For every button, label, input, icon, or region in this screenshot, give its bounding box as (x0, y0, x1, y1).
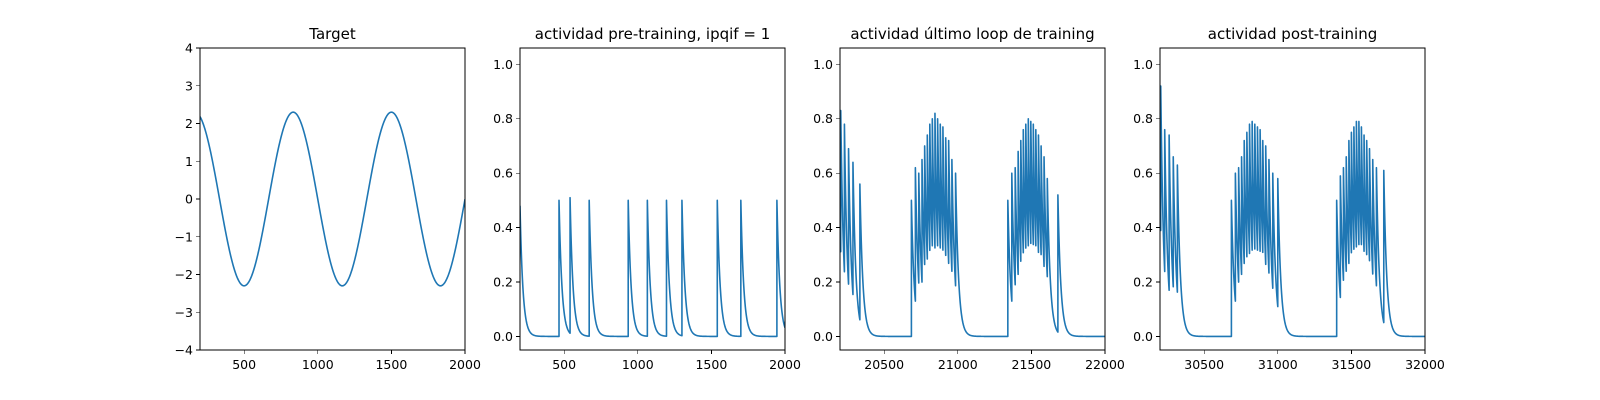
y-tick-label: −3 (175, 305, 193, 320)
chart-panel-last-training-loop: 20500 21000 21500 22000 0.0 0.2 0.4 0.6 0.8 1.0 ac… (813, 25, 1125, 372)
series-line-post-training-0 (1160, 85, 1425, 338)
y-tick-label: 1.0 (493, 57, 513, 72)
y-tick-label: 1.0 (813, 57, 833, 72)
y-tick-label: 0.0 (813, 329, 833, 344)
series-line-target-0 (200, 111, 465, 287)
axes-frame (519, 47, 786, 351)
y-tick-label: 4 (185, 41, 193, 56)
axes-frame (839, 47, 1106, 351)
y-tick-label: 0.0 (1133, 329, 1153, 344)
y-tick-label: 0.4 (1133, 220, 1153, 235)
x-tick-label: 21500 (1012, 357, 1052, 372)
x-tick-label: 31500 (1332, 357, 1372, 372)
chart-title: actividad último loop de training (850, 25, 1094, 43)
y-tick-label: 0.2 (1133, 274, 1153, 289)
y-tick-label: 0.4 (813, 220, 833, 235)
y-tick-label: −1 (175, 229, 193, 244)
chart-title: actividad post-training (1208, 25, 1377, 43)
x-tick-label: 1500 (375, 357, 407, 372)
chart-title: actividad pre-training, ipqif = 1 (535, 25, 771, 43)
y-tick-label: 0.4 (493, 220, 513, 235)
y-tick-label: −4 (175, 343, 193, 358)
x-tick-label: 31000 (1258, 357, 1298, 372)
x-tick-label: 500 (552, 357, 576, 372)
x-tick-label: 2000 (449, 357, 481, 372)
chart-panel-target: 500 1000 1500 2000 −4 −3 −2 −1 0 1 2 3 4 Target (175, 25, 481, 372)
chart-panel-post-training: 30500 31000 31500 32000 0.0 0.2 0.4 0.6 0.8 1.0 ac… (1133, 25, 1445, 372)
y-tick-label: 1 (185, 154, 193, 169)
y-tick-label: 3 (185, 78, 193, 93)
y-tick-label: 0.6 (813, 166, 833, 181)
axes-frame (1159, 47, 1426, 351)
series-line-last-training-loop-0 (840, 109, 1105, 338)
x-tick-label: 30500 (1184, 357, 1224, 372)
x-tick-label: 22000 (1085, 357, 1125, 372)
y-tick-label: 0.8 (1133, 111, 1153, 126)
y-tick-label: 0.6 (1133, 166, 1153, 181)
y-tick-label: 0.2 (813, 274, 833, 289)
x-tick-label: 32000 (1405, 357, 1445, 372)
y-tick-label: 0.2 (493, 274, 513, 289)
y-tick-label: 0.6 (493, 166, 513, 181)
y-tick-label: 0.0 (493, 329, 513, 344)
x-tick-label: 1500 (695, 357, 727, 372)
x-tick-label: 21000 (938, 357, 978, 372)
y-tick-label: 2 (185, 116, 193, 131)
x-tick-label: 20500 (864, 357, 904, 372)
chart-title: Target (308, 25, 356, 43)
x-tick-label: 1000 (302, 357, 334, 372)
y-tick-label: 0.8 (813, 111, 833, 126)
x-tick-label: 2000 (769, 357, 801, 372)
x-tick-label: 1000 (622, 357, 654, 372)
y-tick-label: −2 (175, 267, 193, 282)
y-tick-label: 1.0 (1133, 57, 1153, 72)
series-line-pre-training-0 (520, 196, 785, 338)
chart-panel-pre-training: 500 1000 1500 2000 0.0 0.2 0.4 0.6 0.8 1.0 activid… (493, 25, 801, 372)
y-tick-label: 0 (185, 192, 193, 207)
x-tick-label: 500 (232, 357, 256, 372)
y-tick-label: 0.8 (493, 111, 513, 126)
